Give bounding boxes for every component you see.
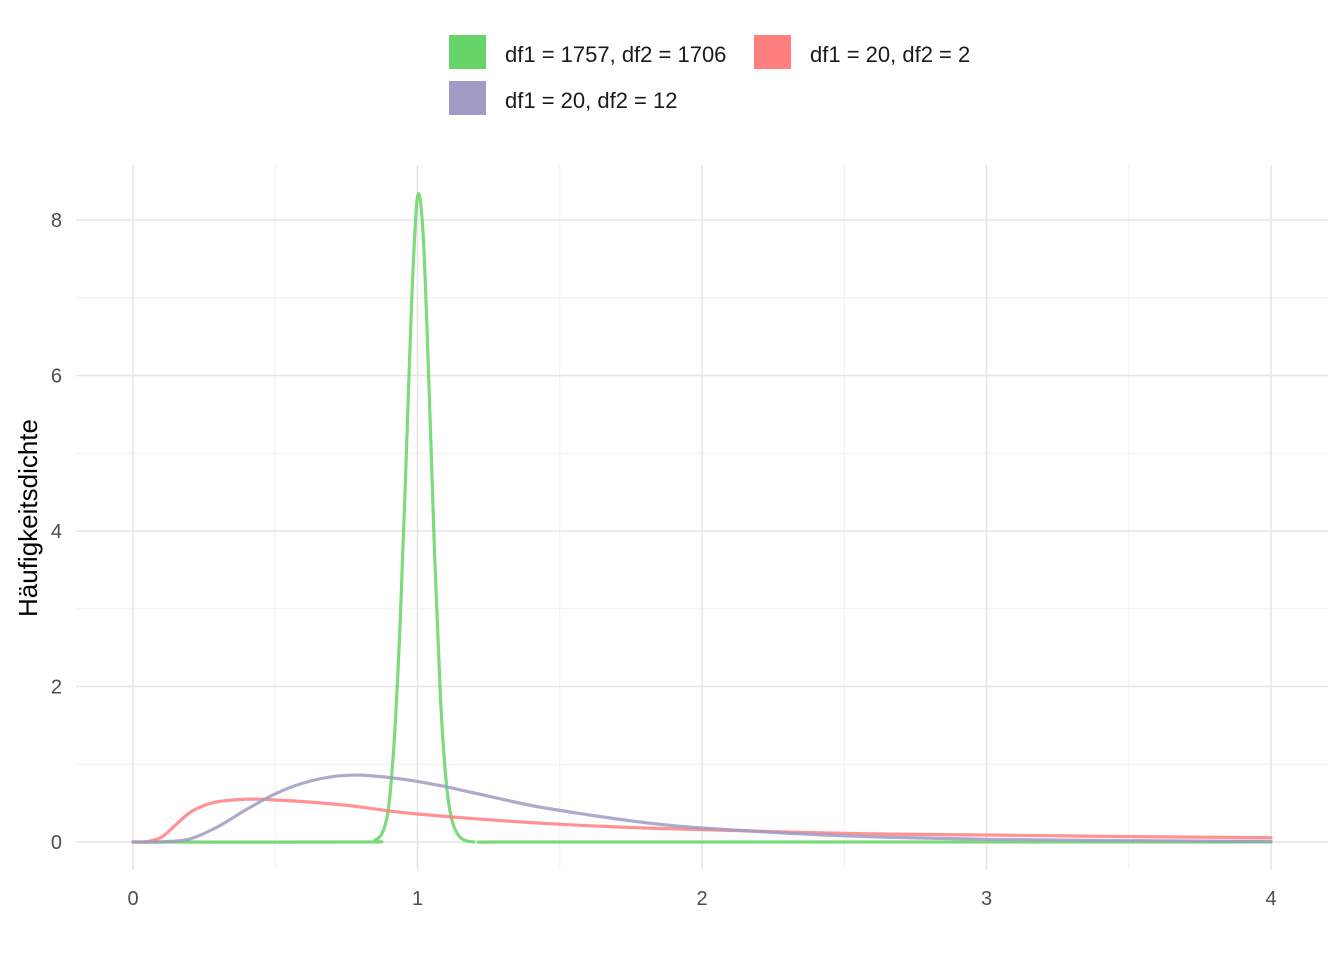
series-line-1 [131, 797, 1273, 844]
series-line-2 [131, 773, 1273, 844]
grid [76, 165, 1328, 870]
legend-swatch-0 [449, 35, 486, 69]
legend: df1 = 1757, df2 = 1706 df1 = 20, df2 = 2 d… [449, 35, 970, 115]
legend-label-1: df1 = 20, df2 = 2 [810, 42, 970, 67]
legend-label-2: df1 = 20, df2 = 12 [505, 88, 677, 113]
y-tick-label: 6 [51, 366, 62, 388]
y-tick-label: 8 [51, 210, 62, 232]
series-layer [131, 192, 1273, 844]
ticks: 0 1 2 3 4 0 2 4 6 8 [51, 210, 1277, 910]
x-tick-label: 1 [412, 888, 423, 910]
y-axis-title: Häufigkeitsdichte [13, 419, 43, 617]
legend-label-0: df1 = 1757, df2 = 1706 [505, 42, 726, 67]
x-tick-label: 2 [696, 888, 707, 910]
x-tick-label: 3 [981, 888, 992, 910]
y-tick-label: 4 [51, 521, 62, 543]
x-tick-label: 4 [1265, 888, 1276, 910]
legend-swatch-2 [449, 81, 486, 115]
y-tick-label: 2 [51, 677, 62, 699]
legend-swatch-1 [754, 35, 791, 69]
x-tick-label: 0 [127, 888, 138, 910]
y-tick-label: 0 [51, 832, 62, 854]
